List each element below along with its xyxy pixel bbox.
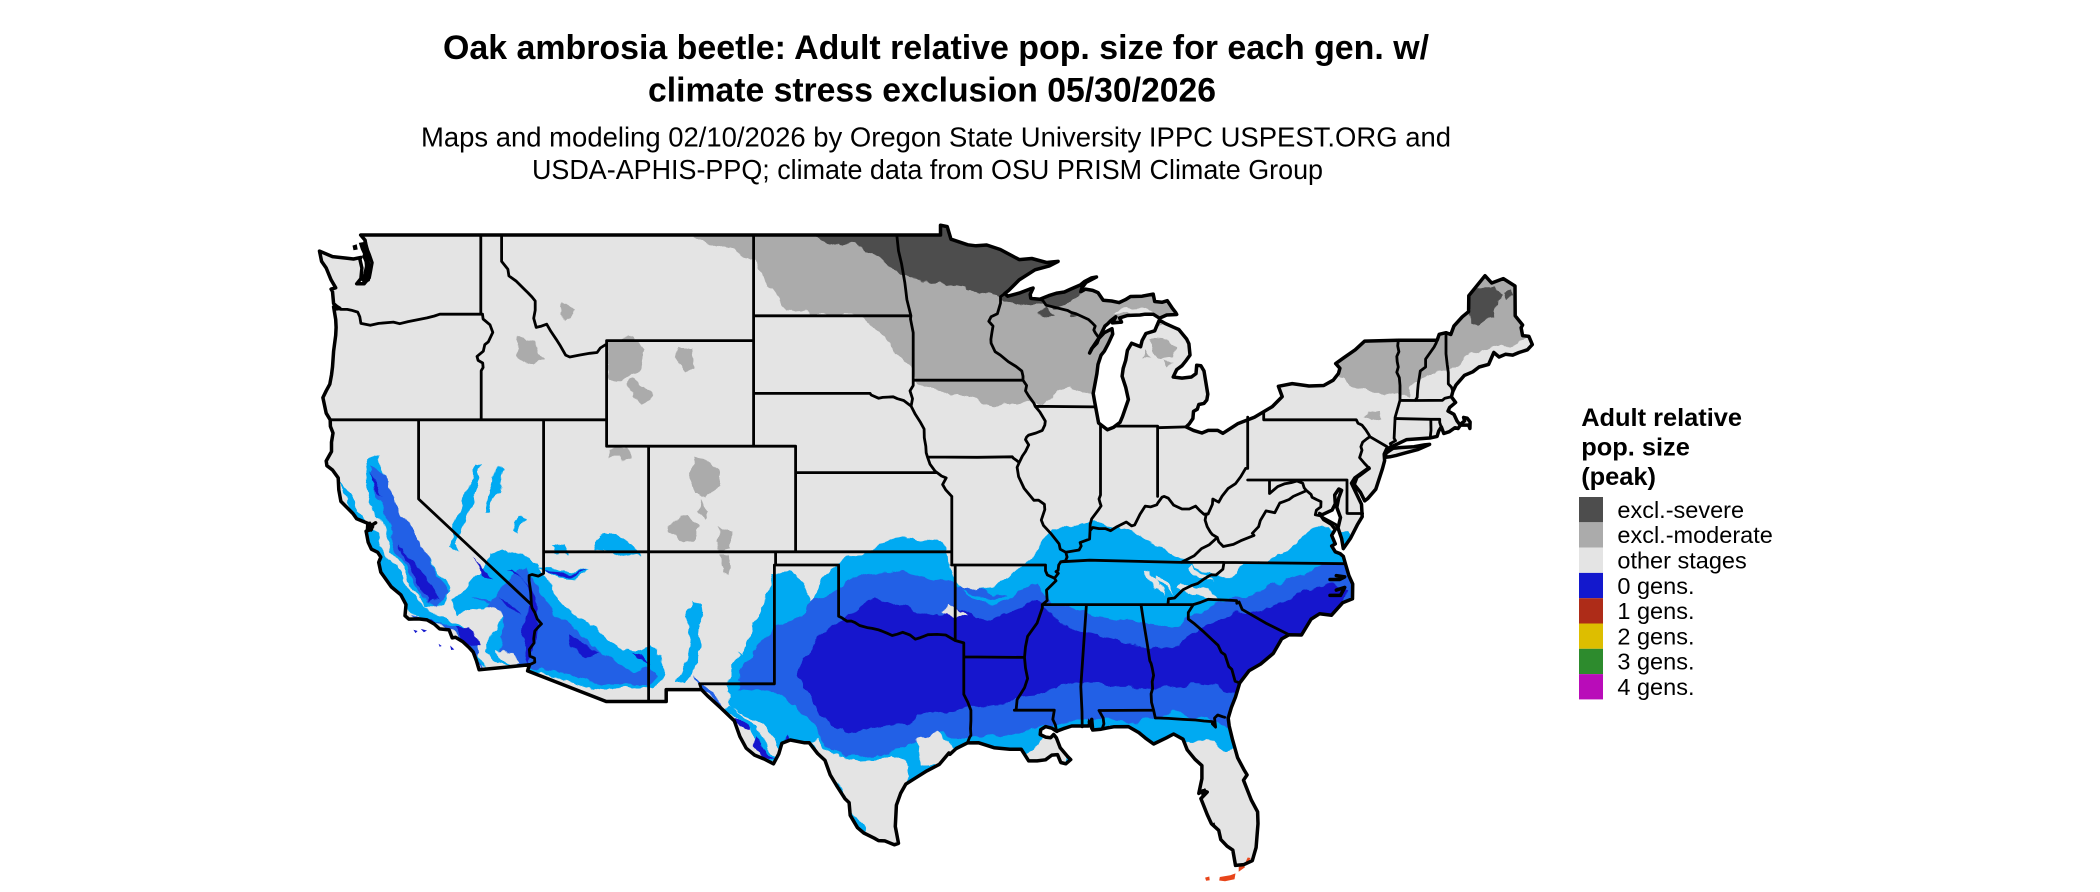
svg-text:Oak ambrosia beetle: Adult rel: Oak ambrosia beetle: Adult relative pop.…	[443, 29, 1430, 67]
svg-text:0 gens.: 0 gens.	[1617, 573, 1694, 599]
svg-text:excl.-severe: excl.-severe	[1617, 497, 1744, 523]
svg-text:3 gens.: 3 gens.	[1617, 649, 1694, 675]
svg-text:4 gens.: 4 gens.	[1617, 674, 1694, 700]
svg-text:2 gens.: 2 gens.	[1617, 623, 1694, 649]
svg-text:excl.-moderate: excl.-moderate	[1617, 522, 1772, 548]
svg-text:Adult relative: Adult relative	[1581, 404, 1742, 432]
svg-text:Maps and modeling 02/10/2026 b: Maps and modeling 02/10/2026 by Oregon S…	[421, 122, 1451, 153]
svg-text:climate stress exclusion 05/30: climate stress exclusion 05/30/2026	[648, 72, 1216, 110]
svg-text:other stages: other stages	[1617, 548, 1746, 574]
svg-text:pop. size: pop. size	[1581, 434, 1690, 462]
svg-text:1 gens.: 1 gens.	[1617, 598, 1694, 624]
svg-text:(peak): (peak)	[1581, 463, 1656, 491]
svg-text:USDA-APHIS-PPQ; climate data f: USDA-APHIS-PPQ; climate data from OSU PR…	[532, 154, 1323, 185]
